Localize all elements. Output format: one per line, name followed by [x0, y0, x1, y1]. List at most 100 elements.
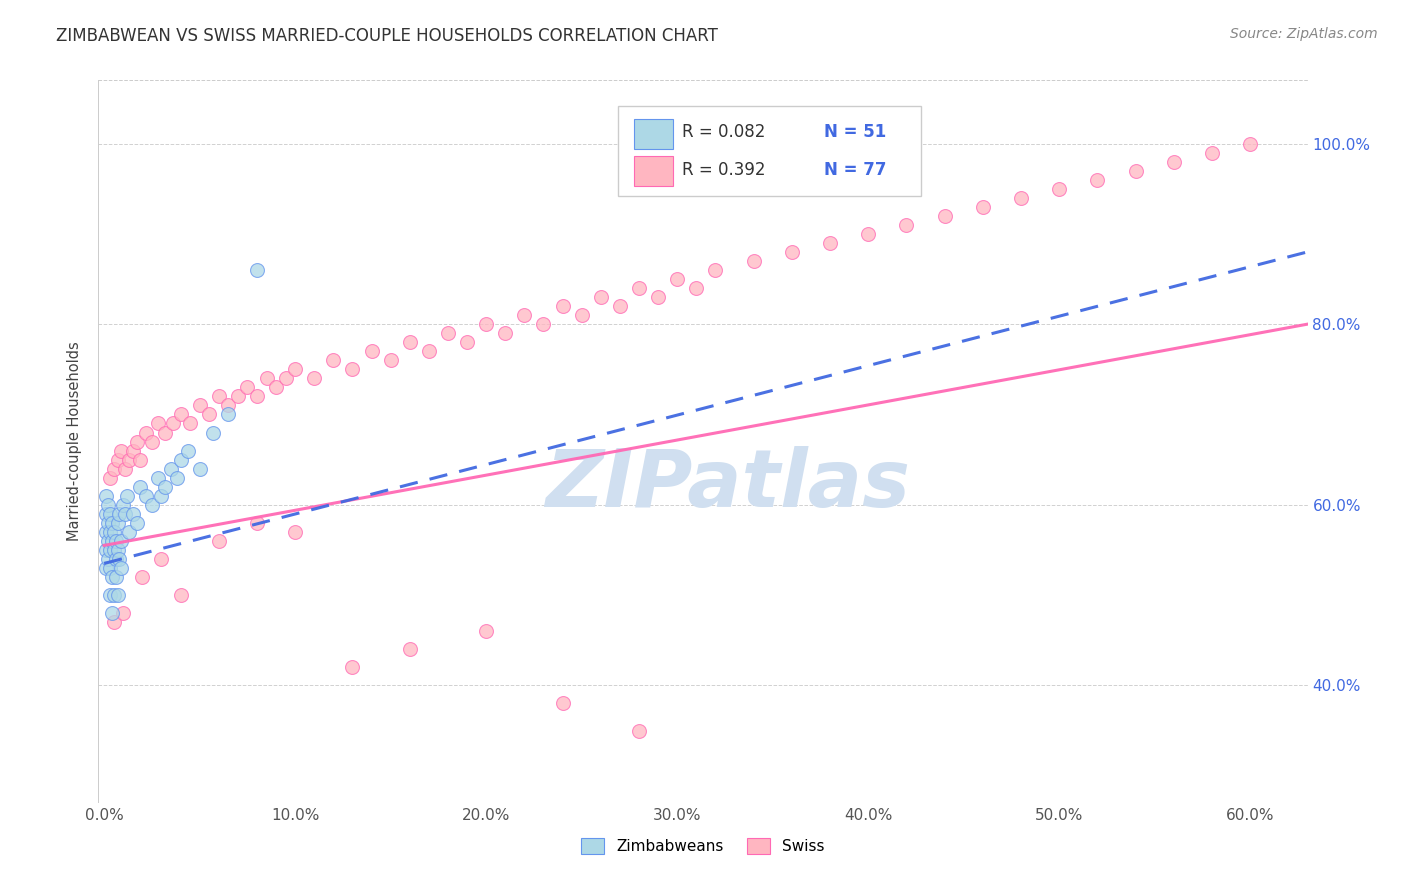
Point [98, 507, 121, 521]
Point [647, 290, 669, 304]
Point [112, 606, 135, 620]
Text: ZIMBABWEAN VS SWISS MARRIED-COUPLE HOUSEHOLDS CORRELATION CHART: ZIMBABWEAN VS SWISS MARRIED-COUPLE HOUSE… [56, 27, 718, 45]
Point [107, 516, 129, 530]
Point [360, 344, 382, 359]
Point [217, 399, 239, 413]
Point [141, 434, 163, 449]
Point [125, 516, 148, 530]
Point [114, 507, 136, 521]
Point [398, 335, 420, 350]
Point [818, 235, 841, 250]
Point [155, 425, 177, 440]
Point [98, 588, 121, 602]
Point [110, 561, 132, 575]
Point [177, 443, 200, 458]
Point [627, 723, 650, 738]
Point [94, 489, 117, 503]
FancyBboxPatch shape [634, 119, 672, 149]
Point [112, 498, 135, 512]
Point [103, 615, 125, 630]
Point [179, 417, 201, 431]
Point [146, 471, 169, 485]
Point [666, 272, 689, 286]
Point [494, 326, 516, 340]
Point [155, 480, 177, 494]
Point [107, 588, 129, 602]
Point [107, 452, 129, 467]
Point [284, 524, 307, 539]
Point [217, 408, 239, 422]
Point [103, 461, 125, 475]
Point [208, 389, 231, 403]
Point [398, 642, 420, 657]
Point [202, 425, 225, 440]
Point [97, 516, 120, 530]
Point [118, 452, 141, 467]
Point [256, 371, 278, 385]
Point [121, 443, 143, 458]
Point [162, 417, 184, 431]
Point [94, 524, 117, 539]
FancyBboxPatch shape [634, 156, 672, 186]
Text: R = 0.392: R = 0.392 [682, 161, 766, 179]
Point [972, 200, 994, 214]
Point [437, 326, 460, 340]
Point [110, 533, 132, 548]
Text: N = 51: N = 51 [824, 123, 886, 141]
Point [104, 552, 127, 566]
Point [129, 452, 152, 467]
Point [226, 389, 249, 403]
Point [115, 489, 138, 503]
Point [131, 570, 153, 584]
Point [342, 660, 364, 674]
Point [103, 542, 125, 557]
Point [1010, 191, 1032, 205]
Point [101, 533, 124, 548]
Point [418, 344, 440, 359]
Point [94, 561, 117, 575]
Point [125, 434, 148, 449]
Point [169, 588, 191, 602]
Point [98, 561, 121, 575]
Point [101, 606, 124, 620]
FancyBboxPatch shape [619, 105, 921, 196]
Text: ZIPatlas: ZIPatlas [544, 446, 910, 524]
Point [246, 389, 269, 403]
Point [627, 281, 650, 295]
Point [150, 552, 173, 566]
Point [94, 542, 117, 557]
Point [97, 533, 120, 548]
Point [101, 570, 124, 584]
Point [160, 461, 183, 475]
Point [284, 362, 307, 376]
Point [108, 552, 131, 566]
Point [236, 380, 259, 394]
Point [551, 299, 574, 313]
Point [704, 263, 727, 277]
Point [104, 533, 127, 548]
Y-axis label: Married-couple Households: Married-couple Households [67, 342, 83, 541]
Point [98, 471, 121, 485]
Point [609, 299, 631, 313]
Point [246, 516, 269, 530]
Point [380, 353, 402, 368]
Point [934, 209, 956, 223]
Point [129, 480, 152, 494]
Point [1201, 145, 1223, 160]
Point [94, 507, 117, 521]
Point [513, 308, 536, 322]
Point [1047, 182, 1070, 196]
Point [896, 218, 918, 232]
Point [858, 227, 880, 241]
Point [188, 399, 211, 413]
Text: R = 0.082: R = 0.082 [682, 123, 766, 141]
Point [166, 471, 188, 485]
Legend: Zimbabweans, Swiss: Zimbabweans, Swiss [575, 832, 831, 860]
Point [475, 624, 498, 639]
Point [104, 570, 127, 584]
Point [780, 244, 803, 259]
Point [103, 588, 125, 602]
Point [121, 507, 143, 521]
Point [322, 353, 344, 368]
Point [208, 533, 231, 548]
